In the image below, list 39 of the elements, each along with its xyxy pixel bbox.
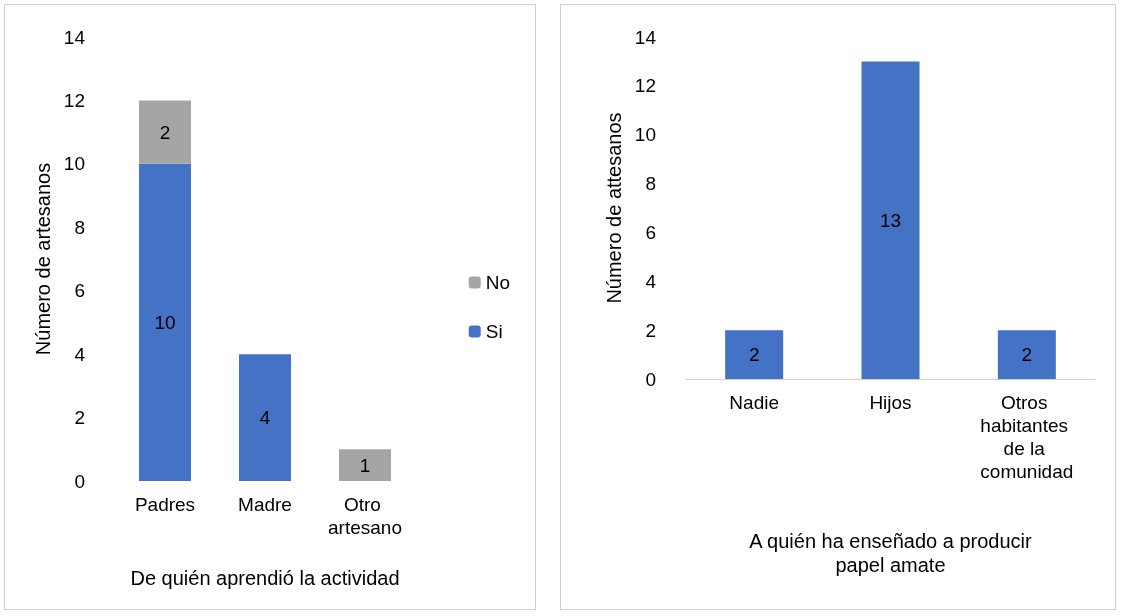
y-axis-title: Número de artesanos [31,162,54,356]
y-tick-label: 14 [63,26,86,48]
x-axis-title: A quién ha enseñado a producir papel amate [749,530,1033,576]
y-tick-label: 8 [645,173,656,195]
y-tick-label: 0 [74,470,85,492]
y-tick-label: 0 [645,368,656,390]
data-label: 10 [154,311,176,333]
y-tick-label: 2 [645,319,656,341]
x-tick-label: Padres [134,494,196,515]
data-label: 2 [159,121,171,143]
y-tick-label: 4 [74,343,86,365]
x-tick-label: Otro artesano [328,494,402,538]
y-tick-label: 10 [63,153,85,175]
x-tick-label: Nadie [729,392,779,413]
legend-label: No [485,272,511,293]
y-tick-label: 12 [634,75,656,97]
bar [139,163,191,481]
y-tick-label: 10 [634,124,656,146]
data-label: 13 [879,209,902,231]
data-label: 2 [1021,344,1033,366]
y-tick-label: 2 [74,407,85,429]
y-tick-label: 12 [63,89,85,111]
y-tick-label: 6 [74,280,85,302]
data-label: 2 [748,344,760,366]
y-axis-title: Número de attesanos [602,112,625,304]
bar [139,100,191,164]
y-tick-label: 8 [74,216,85,238]
data-label: 4 [259,407,271,429]
x-tick-label: Hijos [869,392,912,413]
y-tick-label: 14 [634,26,657,48]
bar [239,354,291,481]
y-tick-label: 4 [645,270,657,292]
x-tick-label: Madre [238,494,292,515]
data-label: 1 [359,454,371,476]
bar [339,449,391,481]
x-tick-label: Otros habitantes de la comunidad [980,392,1074,482]
legend-label: Si [485,321,503,342]
y-tick-label: 6 [645,221,656,243]
x-axis-title: De quién aprendió la actividad [130,567,400,589]
